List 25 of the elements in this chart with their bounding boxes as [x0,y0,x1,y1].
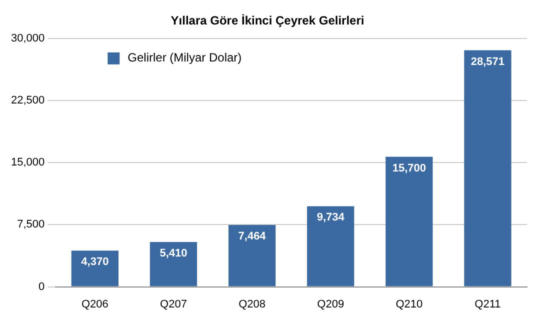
x-tick-label: Q208 [238,298,266,310]
y-tick-label: 0 [38,280,45,293]
x-tick-label: Q206 [81,298,108,310]
x-tick-label: Q211 [474,298,501,310]
data-label: 7,464 [238,230,267,243]
data-label: 28,571 [470,56,505,68]
chart-title: Yıllara Göre İkinci Çeyrek Gelirleri [170,14,364,28]
y-tick-label: 22,500 [10,94,45,107]
bar [464,50,512,286]
x-tick-label: Q209 [317,298,344,310]
data-label: 9,734 [316,212,346,224]
bar [228,225,276,286]
x-tick-label: Q207 [160,298,187,310]
y-tick-label: 30,000 [10,32,45,44]
bar [307,206,354,286]
data-label: 5,410 [160,248,188,260]
y-tick-label: 15,000 [10,156,45,169]
data-label: 4,370 [81,256,109,268]
data-label: 15,700 [392,162,426,174]
x-tick-label: Q210 [396,298,423,310]
bar [386,156,433,286]
bar [71,250,118,286]
bar [150,242,198,286]
legend-label: Gelirler (Milyar Dolar) [128,50,242,65]
y-tick-label: 7,500 [17,218,45,231]
